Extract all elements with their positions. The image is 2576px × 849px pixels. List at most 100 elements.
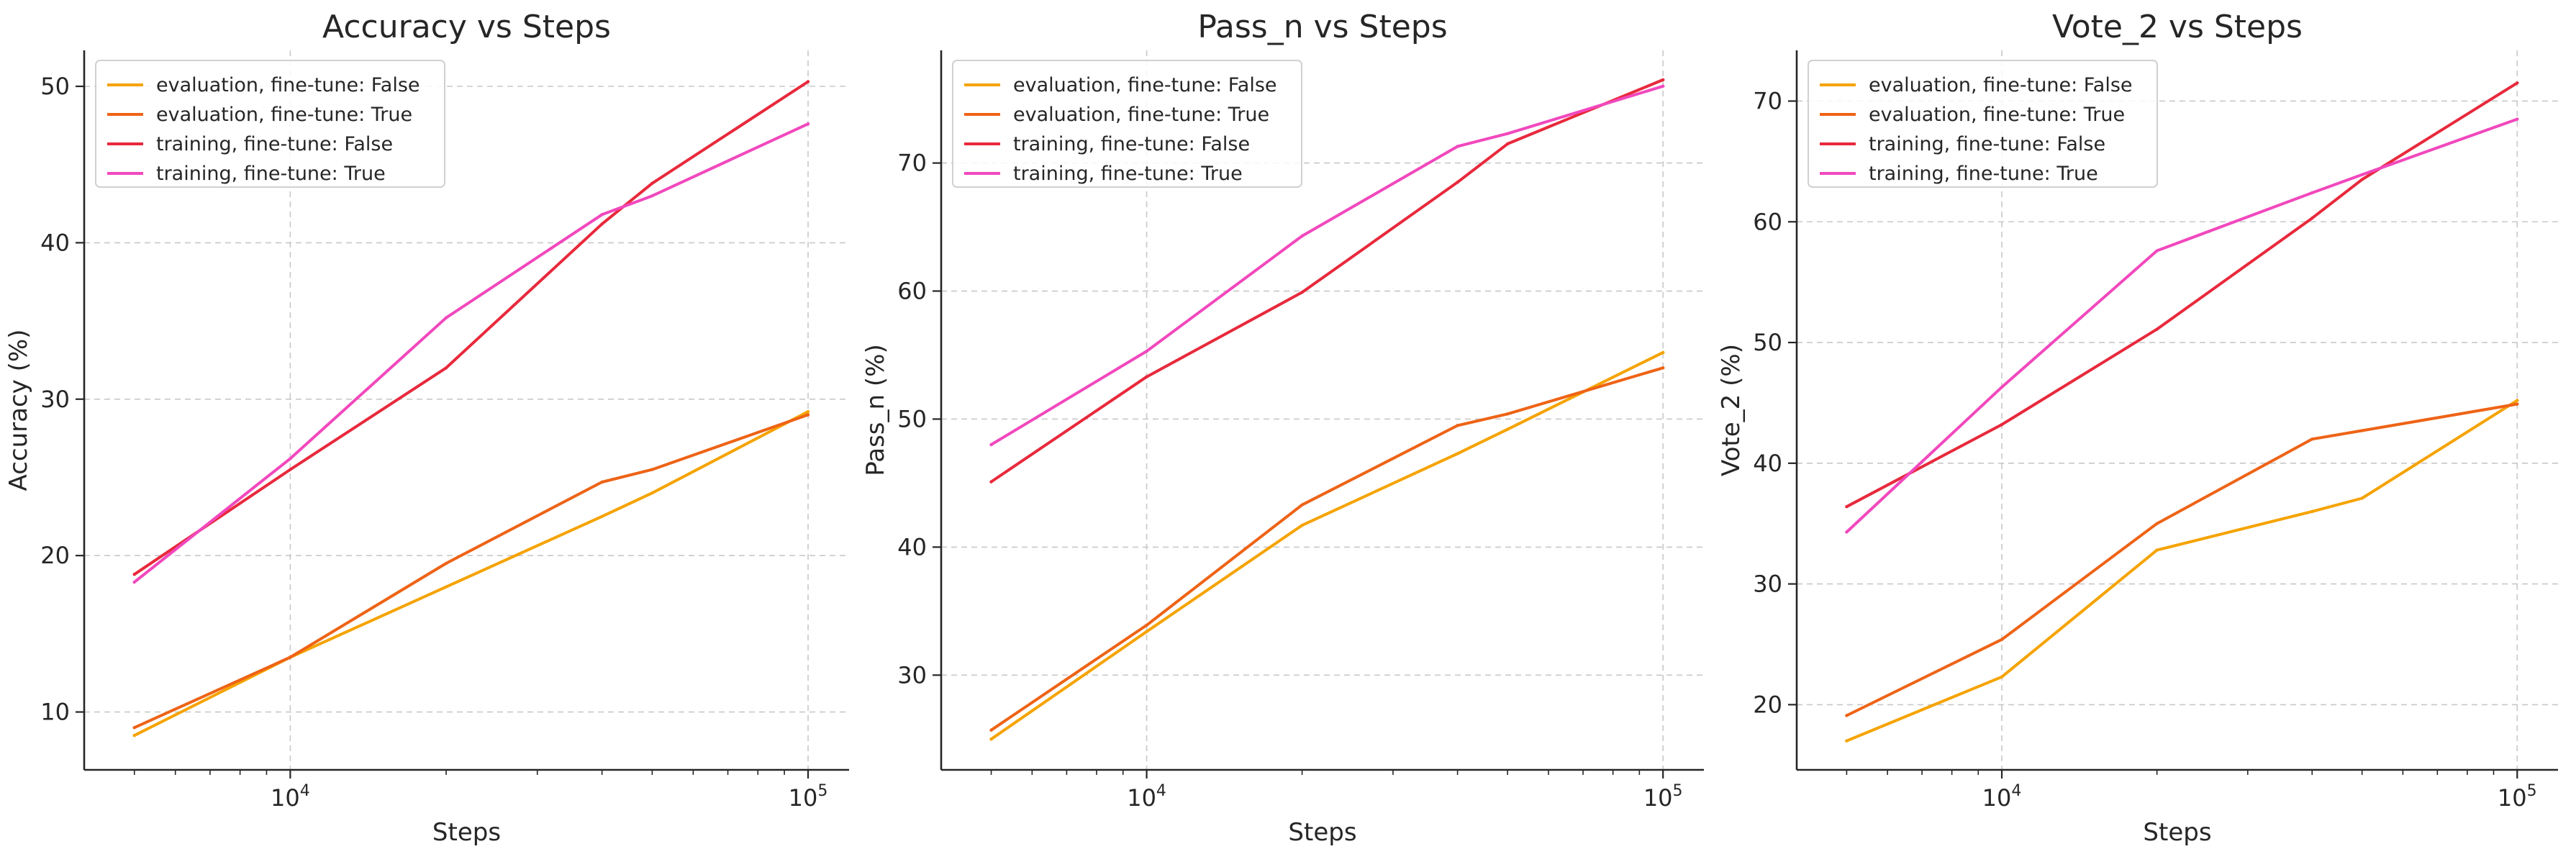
data-point	[2000, 385, 2004, 389]
y-tick-label: 40	[1753, 450, 1782, 477]
data-point	[1505, 412, 1510, 416]
series-line-1	[1845, 399, 2519, 743]
data-point	[806, 409, 810, 414]
x-tick-label: 105	[1643, 782, 1683, 812]
data-point	[289, 655, 292, 659]
series-line-1	[989, 350, 1665, 741]
data-point	[2155, 327, 2159, 331]
data-point	[2155, 249, 2159, 253]
data-point	[2516, 399, 2519, 402]
legend-entry-label: evaluation, fine-tune: True	[156, 104, 412, 126]
series-line-1	[132, 410, 809, 737]
y-tick-label: 50	[1753, 329, 1782, 356]
legend-entry-label: training, fine-tune: False	[1013, 133, 1250, 155]
data-point	[444, 561, 448, 566]
data-point	[600, 514, 604, 519]
data-point	[1661, 350, 1665, 355]
data-point	[806, 80, 810, 83]
chart-title: Vote_2 vs Steps	[2052, 9, 2303, 45]
y-tick-label: 70	[897, 150, 927, 177]
data-point	[1456, 452, 1459, 455]
series-line-4	[989, 84, 1665, 446]
data-point	[1661, 84, 1665, 88]
data-point	[2310, 191, 2314, 195]
legend-entry-label: training, fine-tune: False	[156, 133, 393, 155]
legend-entry-label: evaluation, fine-tune: False	[1013, 74, 1277, 96]
data-point	[1505, 142, 1510, 146]
subplot-vote-2: 20 30 40 50 60 70 104 105 Vote_2 vs Steps Steps Vo…	[1717, 9, 2558, 847]
data-point	[444, 366, 448, 370]
legend-entry-label: evaluation, fine-tune: True	[1869, 104, 2125, 126]
x-tick-label: 104	[1982, 782, 2022, 812]
legend-entry-label: training, fine-tune: True	[156, 163, 386, 185]
y-tick-label: 20	[1753, 691, 1782, 718]
y-axis-label: Accuracy (%)	[4, 330, 33, 491]
data-point	[650, 181, 654, 185]
data-point	[1845, 714, 1849, 717]
data-point	[2516, 117, 2519, 121]
y-axis-label: Pass_n (%)	[861, 344, 890, 476]
data-point	[1300, 523, 1304, 527]
x-tick-label: 105	[2498, 782, 2537, 812]
y-tick-label: 50	[40, 73, 70, 100]
data-point	[1456, 424, 1459, 427]
subplot-pass-n: 30 40 50 60 70 104 105 Pass_n vs Steps Steps Pass…	[861, 9, 1704, 847]
data-point	[1300, 234, 1304, 238]
data-point	[600, 213, 604, 217]
legend-entry-label: training, fine-tune: False	[1869, 133, 2105, 155]
legend: evaluation, fine-tune: False evaluation, …	[952, 60, 1302, 188]
data-point	[2310, 509, 2314, 514]
series-line-2	[132, 413, 809, 730]
y-tick-label: 10	[40, 699, 70, 726]
data-point	[1505, 132, 1510, 135]
data-point	[1145, 623, 1148, 627]
series-line-3	[132, 80, 809, 576]
data-point	[444, 316, 448, 319]
data-point	[2155, 548, 2159, 552]
series-line-4	[132, 122, 809, 584]
data-point	[1456, 145, 1459, 148]
legend-frame	[95, 60, 445, 188]
y-tick-label: 30	[897, 661, 927, 689]
data-point	[132, 726, 136, 730]
series-line-4	[1845, 117, 2519, 534]
data-point	[1505, 427, 1510, 431]
data-point	[989, 442, 993, 447]
y-tick-label: 20	[40, 542, 70, 569]
data-point	[1145, 630, 1148, 634]
data-point	[1300, 291, 1304, 294]
data-point	[989, 728, 993, 732]
data-point	[2310, 437, 2314, 441]
data-point	[2155, 522, 2159, 525]
data-point	[806, 122, 810, 126]
data-point	[1661, 78, 1665, 82]
data-point	[132, 580, 136, 584]
data-point	[1845, 739, 1849, 743]
y-tick-label: 70	[1753, 87, 1782, 114]
data-point	[132, 573, 136, 576]
data-point	[2360, 178, 2364, 181]
y-tick-label: 40	[897, 533, 927, 560]
data-point	[444, 585, 448, 589]
data-point	[989, 480, 993, 483]
data-point	[806, 413, 810, 417]
x-tick-label: 105	[789, 782, 828, 812]
y-axis-label: Vote_2 (%)	[1717, 344, 1746, 476]
y-tick-label: 30	[40, 386, 70, 413]
data-point	[1845, 530, 1849, 534]
data-point	[2310, 217, 2314, 220]
chart-title: Pass_n vs Steps	[1197, 9, 1447, 45]
legend: evaluation, fine-tune: False evaluation, …	[95, 60, 445, 188]
data-point	[2516, 402, 2519, 406]
x-tick-label: 104	[1127, 782, 1166, 812]
subplot-accuracy: 10 20 30 40 50 104 105 Accuracy vs Steps Steps Ac…	[4, 9, 849, 847]
legend-entry-label: evaluation, fine-tune: False	[1869, 74, 2133, 96]
x-axis-label: Steps	[1288, 818, 1356, 847]
series-line-3	[989, 78, 1665, 483]
data-point	[2000, 422, 2004, 427]
data-point	[600, 480, 604, 484]
x-axis-label: Steps	[2143, 818, 2211, 847]
data-point	[1661, 366, 1665, 370]
y-tick-label: 60	[1753, 208, 1782, 235]
